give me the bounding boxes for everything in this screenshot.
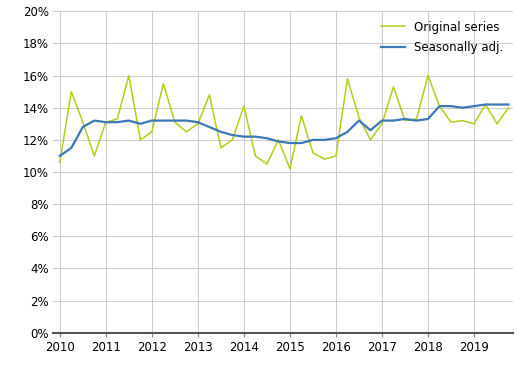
Seasonally adj. (310, 138, 316, 142)
Original series (91, 154, 97, 158)
Seasonally adj. (80, 125, 86, 129)
Seasonally adj. (413, 118, 419, 123)
Original series (80, 120, 86, 124)
Original series (482, 102, 489, 107)
Original series (68, 90, 75, 94)
Original series (126, 73, 132, 78)
Original series (252, 154, 259, 158)
Seasonally adj. (287, 141, 293, 146)
Seasonally adj. (264, 136, 270, 141)
Seasonally adj. (482, 102, 489, 107)
Original series (298, 113, 305, 118)
Seasonally adj. (114, 120, 121, 124)
Original series (505, 105, 512, 110)
Seasonally adj. (68, 146, 75, 150)
Seasonally adj. (505, 102, 512, 107)
Original series (448, 120, 454, 124)
Seasonally adj. (218, 130, 224, 134)
Original series (413, 117, 419, 121)
Original series (114, 117, 121, 121)
Original series (356, 115, 362, 120)
Seasonally adj. (183, 118, 189, 123)
Seasonally adj. (298, 141, 305, 146)
Seasonally adj. (321, 138, 327, 142)
Original series (436, 104, 443, 108)
Seasonally adj. (103, 120, 109, 124)
Seasonally adj. (494, 102, 500, 107)
Seasonally adj. (459, 105, 466, 110)
Seasonally adj. (356, 118, 362, 123)
Seasonally adj. (126, 118, 132, 123)
Original series (264, 162, 270, 166)
Original series (206, 93, 213, 97)
Original series (137, 138, 143, 142)
Original series (344, 77, 351, 81)
Line: Seasonally adj.: Seasonally adj. (60, 105, 508, 156)
Seasonally adj. (471, 104, 477, 108)
Original series (160, 81, 167, 86)
Original series (494, 122, 500, 126)
Original series (471, 122, 477, 126)
Seasonally adj. (390, 118, 397, 123)
Original series (229, 138, 235, 142)
Original series (367, 138, 373, 142)
Original series (333, 154, 339, 158)
Seasonally adj. (137, 122, 143, 126)
Seasonally adj. (241, 135, 247, 139)
Seasonally adj. (275, 139, 281, 144)
Seasonally adj. (172, 118, 178, 123)
Original series (218, 146, 224, 150)
Original series (425, 73, 431, 78)
Seasonally adj. (367, 128, 373, 133)
Seasonally adj. (149, 118, 155, 123)
Legend: Original series, Seasonally adj.: Original series, Seasonally adj. (378, 17, 507, 57)
Original series (310, 150, 316, 155)
Seasonally adj. (425, 117, 431, 121)
Original series (321, 157, 327, 161)
Original series (459, 118, 466, 123)
Original series (195, 122, 201, 126)
Original series (379, 122, 385, 126)
Seasonally adj. (252, 135, 259, 139)
Seasonally adj. (160, 118, 167, 123)
Original series (57, 160, 63, 165)
Line: Original series: Original series (60, 76, 508, 169)
Seasonally adj. (436, 104, 443, 108)
Original series (275, 138, 281, 142)
Seasonally adj. (91, 118, 97, 123)
Seasonally adj. (344, 130, 351, 134)
Seasonally adj. (206, 125, 213, 129)
Seasonally adj. (229, 133, 235, 137)
Original series (183, 130, 189, 134)
Original series (149, 130, 155, 134)
Original series (390, 85, 397, 89)
Seasonally adj. (402, 117, 408, 121)
Original series (287, 167, 293, 171)
Original series (103, 120, 109, 124)
Original series (241, 104, 247, 108)
Seasonally adj. (448, 104, 454, 108)
Original series (172, 120, 178, 124)
Seasonally adj. (379, 118, 385, 123)
Seasonally adj. (333, 136, 339, 141)
Seasonally adj. (195, 120, 201, 124)
Seasonally adj. (57, 154, 63, 158)
Original series (402, 118, 408, 123)
